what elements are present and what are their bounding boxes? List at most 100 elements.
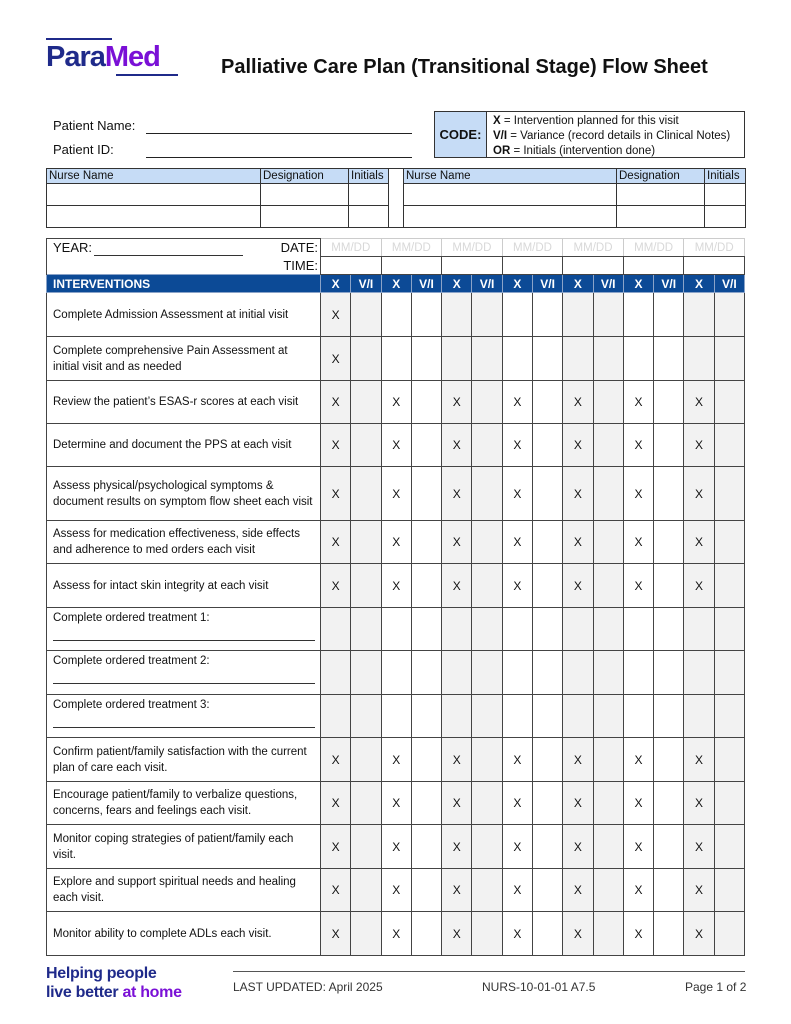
x-cell[interactable] — [441, 650, 473, 695]
vi-cell[interactable] — [713, 292, 746, 337]
x-cell[interactable]: X — [501, 737, 533, 782]
vi-cell[interactable] — [592, 911, 624, 956]
vi-cell[interactable] — [350, 380, 382, 424]
vi-cell[interactable] — [713, 868, 746, 912]
nurse-name-cell[interactable] — [403, 183, 617, 206]
x-cell[interactable]: X — [622, 563, 655, 608]
vi-cell[interactable] — [592, 737, 624, 782]
visit-date-field[interactable]: MM/DD — [622, 238, 685, 257]
x-cell[interactable] — [501, 650, 533, 695]
vi-cell[interactable] — [531, 466, 564, 521]
x-cell[interactable] — [683, 336, 715, 381]
vi-cell[interactable] — [653, 423, 685, 467]
vi-cell[interactable] — [713, 824, 746, 869]
vi-cell[interactable] — [592, 650, 624, 695]
vi-cell[interactable] — [592, 781, 624, 825]
x-cell[interactable]: X — [562, 824, 594, 869]
vi-cell[interactable] — [713, 380, 746, 424]
x-cell[interactable]: X — [441, 380, 473, 424]
vi-cell[interactable] — [653, 781, 685, 825]
visit-time-field[interactable] — [320, 256, 382, 275]
visit-time-field[interactable] — [683, 256, 745, 275]
x-cell[interactable] — [562, 650, 594, 695]
vi-cell[interactable] — [653, 694, 685, 738]
x-cell[interactable] — [562, 292, 594, 337]
x-cell[interactable]: X — [622, 911, 655, 956]
vi-cell[interactable] — [531, 781, 564, 825]
visit-time-field[interactable] — [501, 256, 564, 275]
x-cell[interactable]: X — [501, 466, 533, 521]
x-cell[interactable]: X — [501, 781, 533, 825]
patient-id-field[interactable] — [146, 157, 412, 158]
x-cell[interactable]: X — [562, 868, 594, 912]
vi-cell[interactable] — [350, 292, 382, 337]
vi-cell[interactable] — [410, 292, 443, 337]
vi-cell[interactable] — [350, 694, 382, 738]
x-cell[interactable]: X — [562, 737, 594, 782]
x-cell[interactable] — [441, 336, 473, 381]
x-cell[interactable]: X — [319, 380, 352, 424]
vi-cell[interactable] — [410, 336, 443, 381]
visit-date-field[interactable]: MM/DD — [562, 238, 624, 257]
vi-cell[interactable] — [471, 737, 503, 782]
vi-cell[interactable] — [531, 520, 564, 564]
vi-cell[interactable] — [410, 607, 443, 651]
x-cell[interactable]: X — [441, 563, 473, 608]
vi-cell[interactable] — [592, 824, 624, 869]
x-cell[interactable] — [501, 292, 533, 337]
vi-cell[interactable] — [592, 563, 624, 608]
x-cell[interactable] — [683, 292, 715, 337]
x-cell[interactable] — [622, 650, 655, 695]
vi-cell[interactable] — [592, 607, 624, 651]
vi-cell[interactable] — [531, 336, 564, 381]
x-cell[interactable] — [562, 336, 594, 381]
vi-cell[interactable] — [350, 824, 382, 869]
x-cell[interactable]: X — [319, 868, 352, 912]
vi-cell[interactable] — [471, 336, 503, 381]
x-cell[interactable] — [441, 607, 473, 651]
x-cell[interactable]: X — [622, 737, 655, 782]
vi-cell[interactable] — [471, 292, 503, 337]
x-cell[interactable] — [622, 694, 655, 738]
x-cell[interactable]: X — [622, 868, 655, 912]
vi-cell[interactable] — [713, 781, 746, 825]
x-cell[interactable]: X — [501, 520, 533, 564]
x-cell[interactable] — [319, 650, 352, 695]
vi-cell[interactable] — [410, 868, 443, 912]
x-cell[interactable]: X — [380, 380, 412, 424]
vi-cell[interactable] — [713, 563, 746, 608]
vi-cell[interactable] — [471, 466, 503, 521]
x-cell[interactable]: X — [319, 824, 352, 869]
x-cell[interactable]: X — [319, 737, 352, 782]
visit-date-field[interactable]: MM/DD — [683, 238, 745, 257]
vi-cell[interactable] — [350, 911, 382, 956]
x-cell[interactable] — [380, 694, 412, 738]
x-cell[interactable]: X — [622, 466, 655, 521]
vi-cell[interactable] — [471, 911, 503, 956]
x-cell[interactable] — [441, 694, 473, 738]
vi-cell[interactable] — [471, 380, 503, 424]
x-cell[interactable]: X — [501, 824, 533, 869]
x-cell[interactable] — [562, 694, 594, 738]
vi-cell[interactable] — [350, 466, 382, 521]
vi-cell[interactable] — [531, 380, 564, 424]
x-cell[interactable]: X — [683, 737, 715, 782]
vi-cell[interactable] — [350, 336, 382, 381]
vi-cell[interactable] — [350, 563, 382, 608]
x-cell[interactable]: X — [622, 781, 655, 825]
vi-cell[interactable] — [592, 520, 624, 564]
x-cell[interactable]: X — [622, 520, 655, 564]
x-cell[interactable]: X — [319, 336, 352, 381]
x-cell[interactable]: X — [380, 911, 412, 956]
x-cell[interactable]: X — [683, 520, 715, 564]
x-cell[interactable]: X — [380, 520, 412, 564]
vi-cell[interactable] — [471, 650, 503, 695]
vi-cell[interactable] — [410, 563, 443, 608]
patient-name-field[interactable] — [146, 133, 412, 134]
x-cell[interactable]: X — [501, 868, 533, 912]
x-cell[interactable]: X — [319, 911, 352, 956]
vi-cell[interactable] — [713, 607, 746, 651]
x-cell[interactable]: X — [683, 868, 715, 912]
x-cell[interactable] — [562, 607, 594, 651]
vi-cell[interactable] — [653, 737, 685, 782]
